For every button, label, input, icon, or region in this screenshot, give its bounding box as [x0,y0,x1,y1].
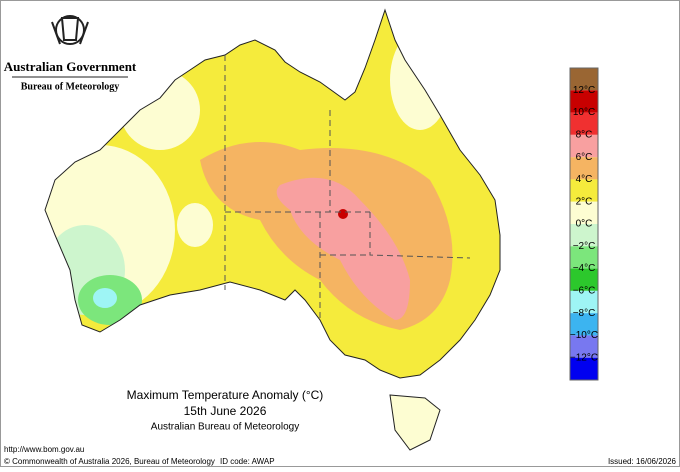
legend-label: −2°C [573,241,596,252]
legend-border [569,67,599,381]
legend-swatch [570,357,598,380]
state-borders [224,55,471,320]
legend-label: −8°C [573,308,596,319]
legend-label: −10°C [570,330,598,341]
legend-swatch [570,224,598,247]
map-source: Australian Bureau of Meteorology [151,422,299,433]
legend-label: −12°C [570,352,598,363]
legend-swatch [570,157,598,180]
legend-swatch [570,268,598,291]
legend-swatch [570,246,598,269]
tasmania [389,394,441,451]
legend-swatch [570,112,598,135]
legend-label: 10°C [573,107,595,118]
logo [51,15,89,45]
legend-label: −4°C [573,263,596,274]
legend-swatch [570,68,598,91]
legend-label: 6°C [576,152,593,163]
map-date: 15th June 2026 [184,404,267,418]
legend-swatch [570,134,598,158]
footer-id: ID code: AWAP [220,457,275,466]
legend-swatch [570,335,598,358]
map-title: Maximum Temperature Anomaly (°C) [127,388,324,402]
legend-label: 8°C [576,129,593,140]
legend-label: 4°C [576,174,593,185]
footer-url: http://www.bom.gov.au [4,445,84,454]
legend-label: 0°C [576,219,593,230]
government-name: Australian Government [4,59,137,74]
legend-swatch [570,90,598,113]
legend: 12°C 10°C 8°C 6°C 4°C 2°C 0°C −2°C −4°C −6°C −8°C −… [569,67,599,381]
legend-label: 12°C [573,85,595,96]
legend-swatch [570,179,598,202]
legend-swatch [570,313,598,336]
legend-swatch [570,201,598,224]
footer-copyright: © Commonwealth of Australia 2026, Bureau… [4,457,215,466]
legend-label: −6°C [573,285,596,296]
footer-issued: Issued: 16/06/2026 [608,457,677,466]
agency-name: Bureau of Meteorology [21,81,120,92]
legend-label: 2°C [576,196,593,207]
legend-swatch [570,290,598,314]
